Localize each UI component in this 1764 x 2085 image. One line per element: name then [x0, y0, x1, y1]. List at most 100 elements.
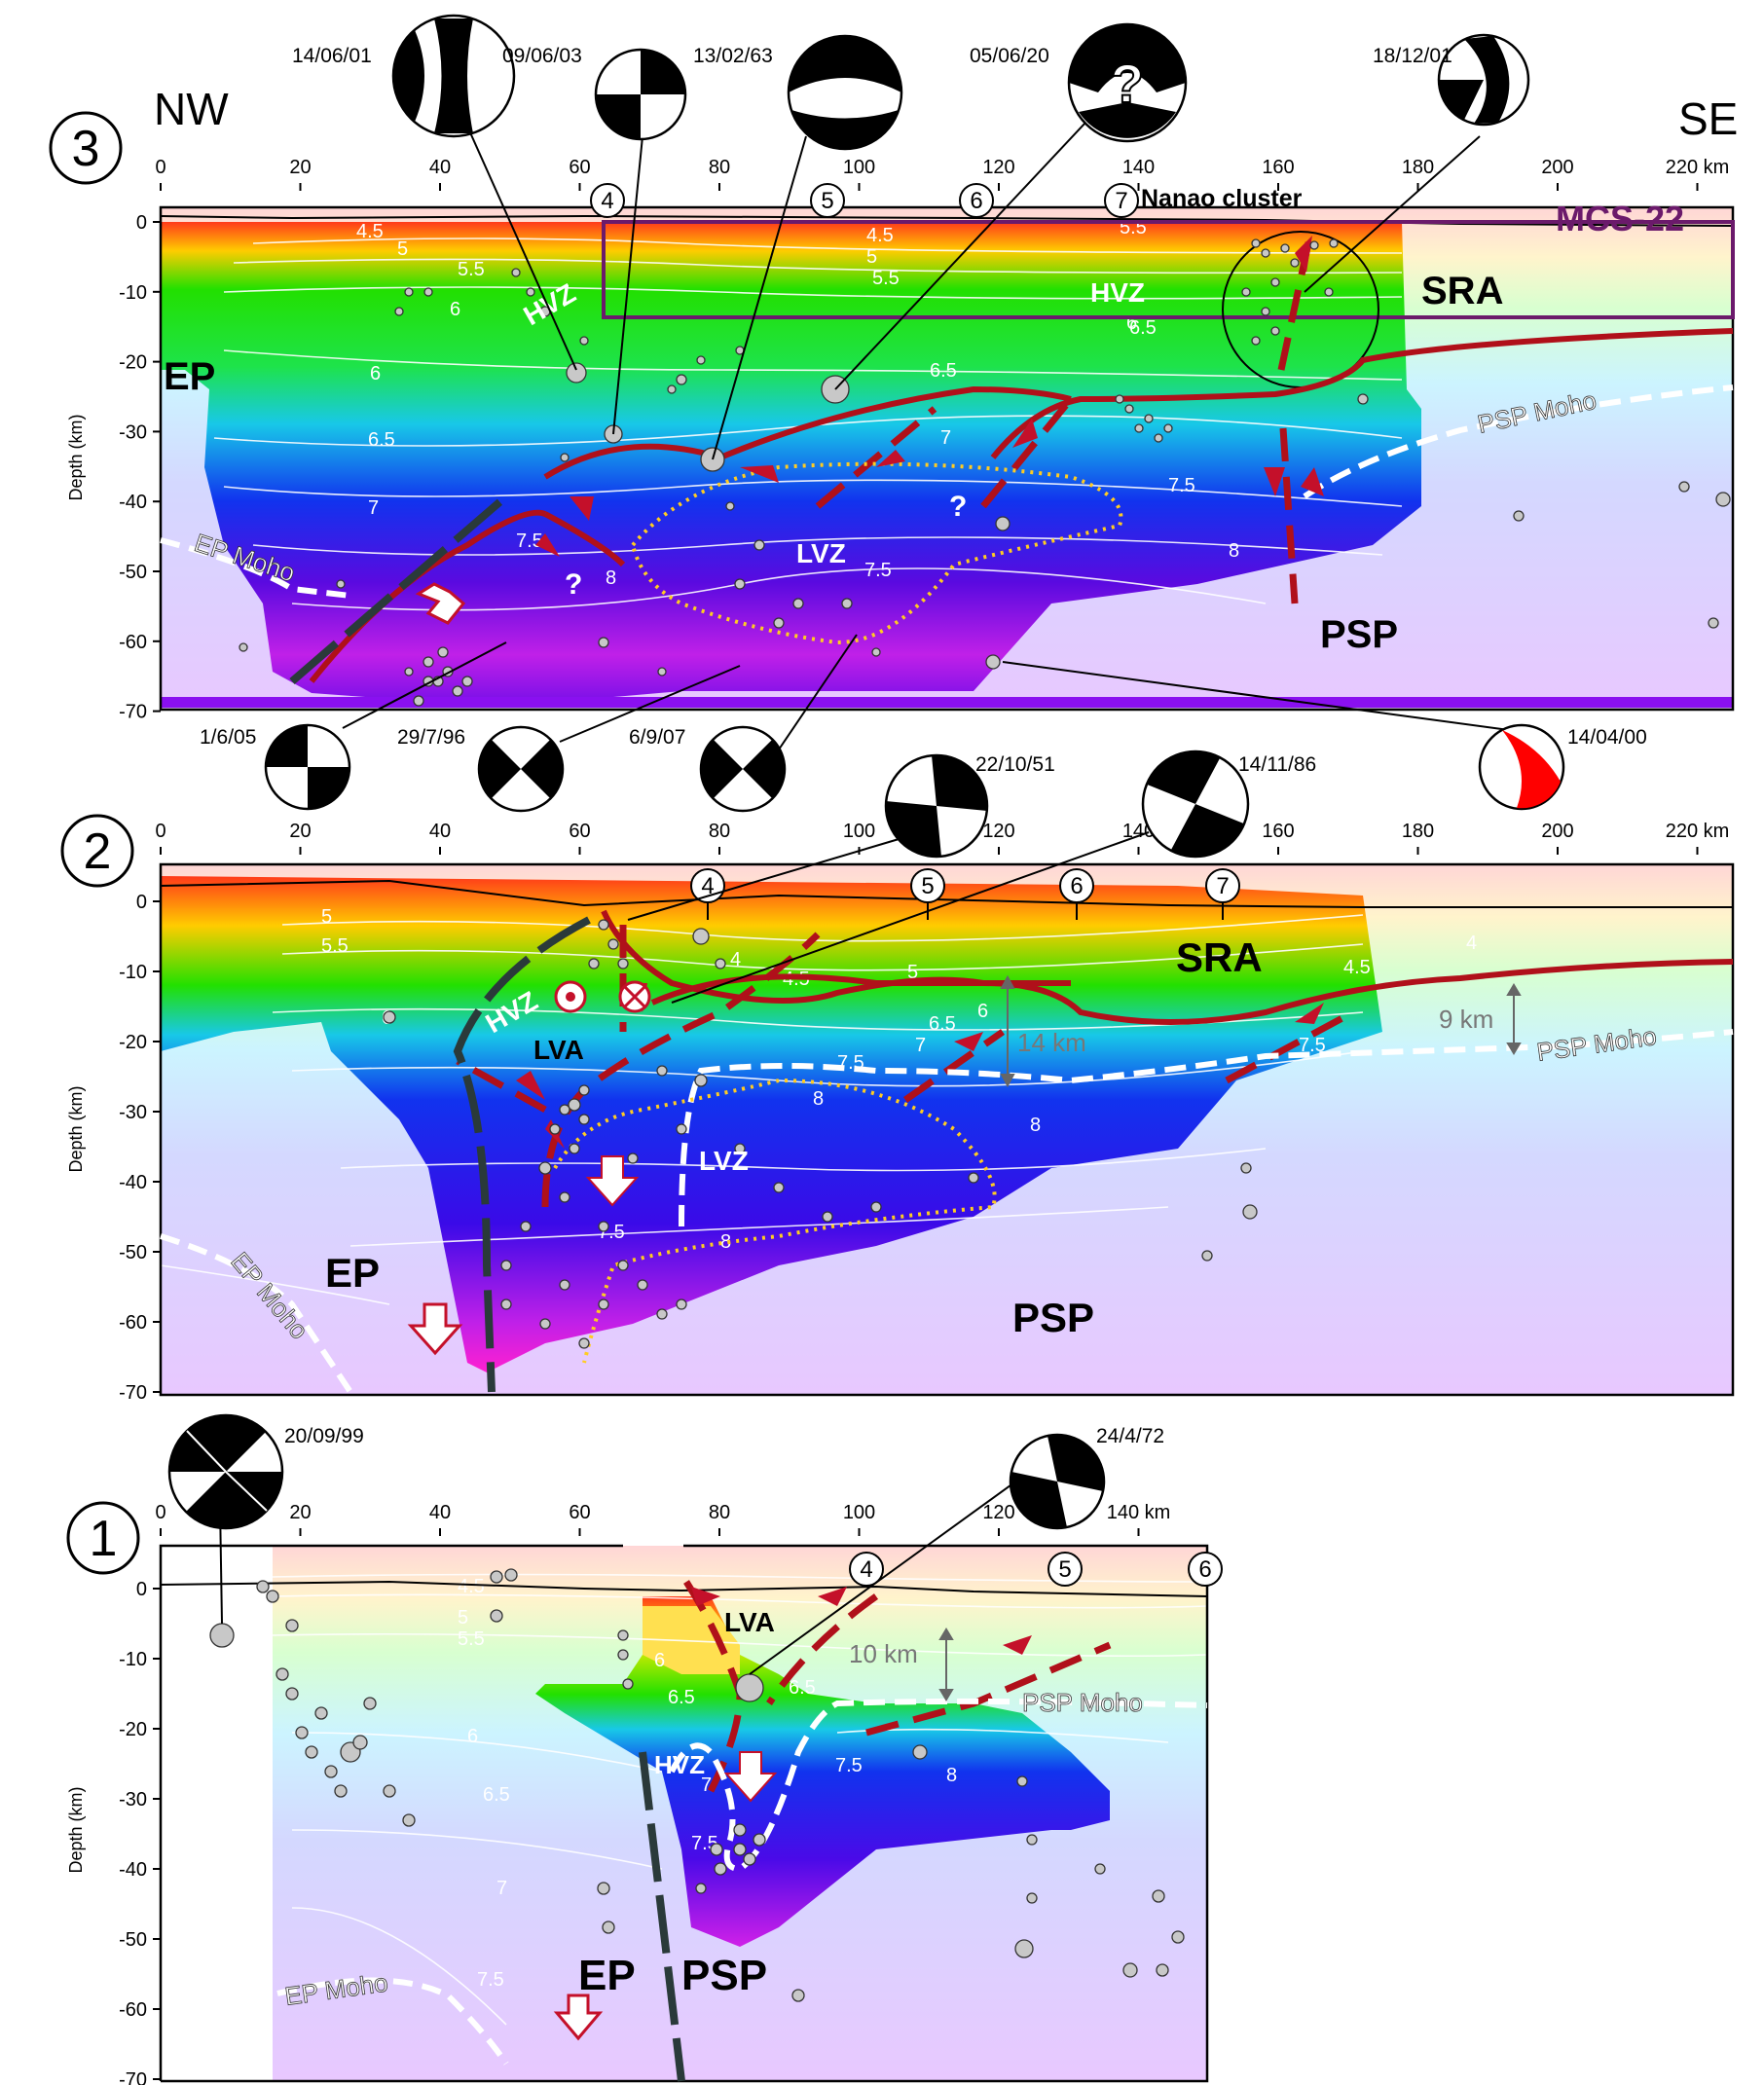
section-3-ep-fault	[289, 493, 509, 685]
x-tick-label: 0	[155, 821, 165, 842]
y-tick-label: -60	[119, 1999, 147, 2021]
section-2-contour-8: 8	[813, 1088, 824, 1110]
x-tick-label: 100	[843, 157, 875, 178]
section-2-white-arrow-1	[585, 1155, 640, 1207]
x-tick-label: 220 km	[1666, 821, 1730, 842]
section-3-mechanisms: ?	[264, 14, 1565, 813]
section-2-number: 2	[84, 823, 112, 880]
section-3-question-mark-1: ?	[949, 491, 967, 523]
section-2-mechanisms	[884, 750, 1250, 859]
x-tick-label: 60	[569, 157, 590, 178]
section-3-contour-8-b: 8	[1229, 540, 1239, 562]
x-tick-label: 40	[429, 1502, 451, 1523]
x-tick-label: 180	[1402, 821, 1434, 842]
section-3: 4.5 5 5.5 6 6 6.5 7 7.5 8 4.5 5 5.5 6.5 …	[49, 14, 1738, 813]
mechanism-090603	[594, 48, 687, 141]
section-3-contour-7-5-b: 7.5	[1168, 475, 1195, 496]
x-tick-label: 40	[429, 821, 451, 842]
x-tick-label: 0	[155, 157, 165, 178]
x-tick-label: 100	[843, 821, 875, 842]
svg-text:?: ?	[1111, 53, 1144, 114]
section-1-lva-label: LVA	[724, 1607, 775, 1637]
marker-7: 7	[1216, 873, 1229, 899]
x-tick-label: 20	[289, 157, 311, 178]
y-tick-label: -10	[119, 962, 147, 983]
y-tick-label: -70	[119, 702, 147, 723]
y-tick-label: -50	[119, 562, 147, 583]
section-2-psp-moho-line	[679, 1029, 1734, 1227]
section-1-y-ticks: 0 -10 -20 -30 -40 -50 -60 -70	[119, 1579, 161, 2085]
y-tick-label: -70	[119, 1382, 147, 1404]
section-2-contour-8-c: 8	[720, 1231, 731, 1253]
section-1-number-circle	[66, 1501, 140, 1575]
section-1-number: 1	[90, 1511, 118, 1567]
section-2-contour-6-b: 6	[977, 1001, 988, 1022]
section-1-earthquakes	[209, 1568, 1185, 2002]
y-tick-label: -40	[119, 1859, 147, 1881]
section-3-contour-6-5-c: 6.5	[930, 360, 957, 382]
y-tick-label: -10	[119, 282, 147, 304]
section-3-markers: 4 5 6 7	[590, 183, 1139, 218]
x-tick-label: 100	[843, 1502, 875, 1523]
section-1-velocity-model	[535, 1596, 1110, 1947]
section-1-contour-5: 5	[458, 1607, 468, 1628]
section-3-y-ticks: 0 -10 -20 -30 -40 -50 -60 -70	[119, 212, 161, 723]
mechanism-6907	[699, 725, 787, 813]
marker-4: 4	[701, 873, 714, 899]
nw-label: NW	[154, 84, 229, 134]
section-3-contour-6-5-b: 6.5	[1129, 317, 1157, 339]
mechanism-181201	[1437, 33, 1530, 127]
section-2-leader-lines	[627, 831, 1150, 1004]
section-1-contour-6-5-b: 6.5	[668, 1687, 695, 1708]
marker-4: 4	[601, 188, 613, 214]
section-1-x-ticks: 0 20 40 60 80 100 120 140 km	[155, 1502, 1170, 1536]
section-1-contour-5-5: 5.5	[458, 1628, 485, 1650]
mechanism-140601	[391, 14, 516, 138]
x-tick-label: 220 km	[1666, 157, 1730, 178]
y-tick-label: -60	[119, 1312, 147, 1334]
marker-7: 7	[1115, 188, 1127, 214]
y-tick-label: -30	[119, 421, 147, 443]
section-1-ep-fault	[639, 1751, 685, 2082]
section-1-white-arrow-1	[723, 1751, 778, 1803]
y-tick-label: 0	[136, 212, 147, 234]
x-tick-label: 120	[982, 157, 1014, 178]
marker-4: 4	[860, 1556, 872, 1583]
y-tick-label: -50	[119, 1929, 147, 1951]
date-24472: 24/4/72	[1096, 1425, 1164, 1447]
section-3-leader-lines	[342, 106, 1510, 750]
section-2-frame	[159, 862, 1735, 1397]
date-130263: 13/02/63	[693, 45, 773, 67]
section-3-white-arrow	[415, 582, 466, 625]
section-2-contour-lines	[160, 914, 1364, 1305]
x-tick-label: 20	[289, 821, 311, 842]
section-3-number-circle	[49, 111, 123, 185]
x-tick-label: 120	[982, 1502, 1014, 1523]
section-3-contour-7: 7	[368, 497, 379, 519]
section-3-contour-6-c: 6	[1126, 312, 1137, 334]
section-2-y-axis-label: Depth (km)	[66, 1085, 86, 1172]
marker-6: 6	[970, 188, 982, 214]
section-2-lva-label: LVA	[533, 1035, 584, 1065]
date-140400: 14/04/00	[1567, 726, 1647, 749]
y-tick-label: -10	[119, 1649, 147, 1670]
section-3-contour-4-5: 4.5	[356, 221, 384, 242]
section-3-fault-arrows	[535, 236, 1324, 557]
section-2-topography	[160, 879, 1733, 908]
x-tick-label: 160	[1262, 157, 1294, 178]
mcs-22-box	[602, 220, 1735, 319]
section-3-bottom-band	[161, 697, 1733, 708]
section-2-contour-5: 5	[321, 906, 332, 928]
section-3-psp-label: PSP	[1320, 613, 1398, 656]
section-3-contour-5: 5	[397, 238, 408, 260]
section-3-psp-moho-line	[1303, 384, 1734, 499]
date-141186: 14/11/86	[1238, 753, 1316, 776]
mechanism-29796	[477, 725, 565, 813]
date-1605: 1/6/05	[200, 726, 256, 749]
section-2-velocity-model	[161, 876, 1382, 1372]
section-1-lva	[643, 1606, 740, 1674]
marker-5: 5	[1058, 1556, 1071, 1583]
y-tick-label: -20	[119, 352, 147, 374]
mechanism-050620: ?	[1067, 22, 1188, 143]
